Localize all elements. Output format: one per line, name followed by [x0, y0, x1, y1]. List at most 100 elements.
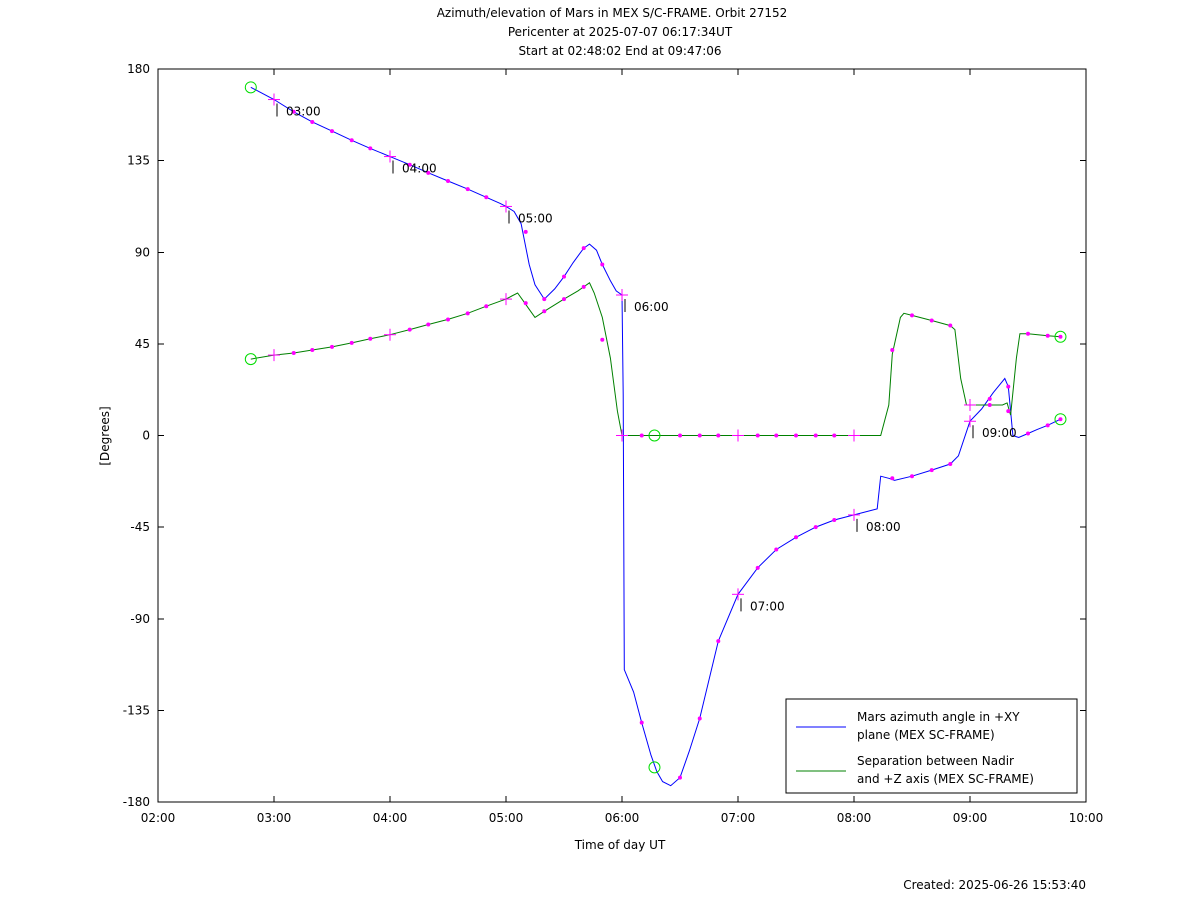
data-point-marker: [426, 170, 431, 175]
y-tick-label: 45: [135, 337, 150, 351]
data-point-marker: [581, 246, 586, 251]
data-point-marker: [310, 347, 315, 352]
data-point-marker: [330, 129, 334, 134]
legend-label: Mars azimuth angle in +XY: [857, 710, 1020, 724]
legend-label: Separation between Nadir: [857, 754, 1014, 768]
data-point-marker: [832, 433, 837, 438]
hour-label: 05:00: [518, 211, 553, 225]
legend-box: [785, 698, 1078, 794]
data-point-marker: [813, 525, 818, 530]
data-point-marker: [600, 262, 605, 267]
data-point-marker: [716, 433, 721, 438]
data-point-marker: [291, 109, 296, 114]
axis-ticks: 02:00 03:00 04:00 05:00 06:00 07:00 08:00 09:00…: [123, 62, 1104, 825]
y-tick-label: -180: [123, 795, 150, 809]
data-point-marker: [581, 284, 586, 289]
y-tick-label: -135: [123, 703, 150, 717]
data-point-marker: [813, 433, 818, 438]
y-tick-label: 135: [127, 154, 150, 168]
data-point-marker: [794, 433, 798, 438]
x-axis-label: Time of day UT: [574, 838, 666, 852]
x-tick-label: 02:00: [141, 811, 176, 825]
data-point-marker: [465, 311, 470, 316]
y-tick-label: 0: [142, 429, 150, 443]
endpoint-circle: [244, 353, 257, 366]
x-tick-label: 04:00: [373, 811, 408, 825]
data-point-marker: [755, 565, 760, 570]
data-point-marker: [678, 775, 682, 780]
data-point-marker: [716, 639, 721, 644]
data-point-marker: [407, 327, 412, 332]
data-point-marker: [523, 301, 528, 306]
hour-label: 06:00: [634, 300, 669, 314]
data-point-marker: [774, 547, 779, 552]
data-point-marker: [291, 351, 296, 356]
endpoint-circle: [1054, 413, 1067, 426]
data-point-marker: [330, 344, 334, 349]
data-point-marker: [465, 187, 470, 192]
data-point-marker: [890, 476, 895, 481]
data-point-marker: [446, 178, 450, 183]
data-point-marker: [678, 433, 682, 438]
x-tick-label: 10:00: [1069, 811, 1104, 825]
data-point-marker: [562, 274, 566, 279]
y-tick-label: 180: [127, 62, 150, 76]
data-point-marker: [1006, 384, 1011, 389]
series-azimuth: 03:00 04:00 05:00 06:00 07:00 08:00 09:00: [244, 81, 1067, 787]
data-point-marker: [1026, 331, 1030, 336]
x-tick-label: 03:00: [257, 811, 292, 825]
data-point-marker: [310, 119, 315, 124]
data-point-marker: [929, 318, 934, 323]
data-point-marker: [639, 433, 644, 438]
data-point-marker: [600, 337, 605, 342]
data-point-marker: [890, 347, 895, 352]
data-point-marker: [368, 146, 373, 151]
y-tick-label: -45: [130, 520, 150, 534]
data-point-marker: [794, 535, 798, 540]
data-point-marker: [1058, 334, 1063, 339]
data-point-marker: [407, 162, 412, 167]
data-point-marker: [697, 433, 702, 438]
data-point-marker: [349, 340, 354, 345]
data-point-marker: [1045, 423, 1050, 428]
chart-title-line-1: Azimuth/elevation of Mars in MEX S/C-FRA…: [437, 6, 788, 20]
data-point-marker: [349, 138, 354, 143]
chart-title-line-2: Pericenter at 2025-07-07 06:17:34UT: [508, 25, 733, 39]
created-timestamp: Created: 2025-06-26 15:53:40: [903, 878, 1086, 892]
endpoint-circle: [244, 81, 257, 94]
hour-label: 09:00: [982, 426, 1017, 440]
y-tick-label: -90: [130, 612, 150, 626]
hour-label: 04:00: [402, 162, 437, 176]
data-point-marker: [523, 229, 528, 234]
hour-label: 03:00: [286, 105, 321, 119]
data-point-marker: [774, 433, 779, 438]
data-point-marker: [987, 396, 992, 401]
data-point-marker: [1045, 333, 1050, 338]
data-point-marker: [755, 433, 760, 438]
data-point-marker: [446, 317, 450, 322]
data-point-marker: [948, 323, 953, 328]
y-tick-label: 90: [135, 245, 150, 259]
series-layer: 03:00 04:00 05:00 06:00 07:00 08:00 09:00: [244, 81, 1067, 787]
data-point-marker: [1006, 409, 1011, 414]
data-point-marker: [987, 402, 992, 407]
hour-label: 07:00: [750, 599, 785, 613]
data-point-marker: [929, 468, 934, 473]
data-point-marker: [832, 517, 837, 522]
data-point-marker: [948, 462, 953, 467]
data-point-marker: [542, 297, 547, 302]
endpoint-circle: [648, 429, 661, 442]
data-point-marker: [484, 304, 489, 309]
x-tick-label: 05:00: [489, 811, 524, 825]
chart-title-line-3: Start at 02:48:02 End at 09:47:06: [518, 44, 721, 58]
legend: Mars azimuth angle in +XY plane (MEX SC-F…: [785, 698, 1078, 794]
legend-label: plane (MEX SC-FRAME): [857, 728, 995, 742]
data-point-marker: [368, 336, 373, 341]
hour-label: 08:00: [866, 520, 901, 534]
legend-label: and +Z axis (MEX SC-FRAME): [857, 772, 1034, 786]
data-point-marker: [910, 474, 914, 479]
chart-title: Azimuth/elevation of Mars in MEX S/C-FRA…: [437, 6, 788, 58]
x-tick-label: 06:00: [605, 811, 640, 825]
data-point-marker: [1026, 431, 1030, 436]
